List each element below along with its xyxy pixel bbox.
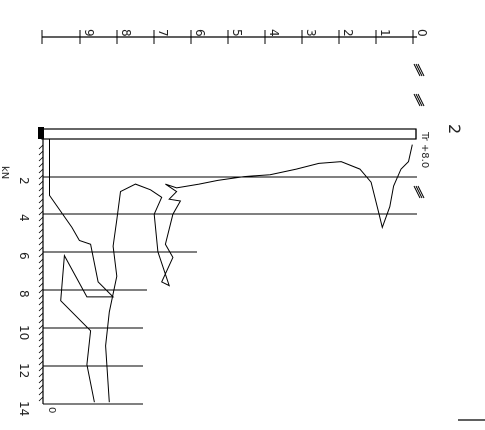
panel-label: 2 bbox=[445, 124, 464, 134]
top-scale-label-7: 7 bbox=[156, 29, 170, 37]
frame bbox=[41, 128, 417, 140]
depth-label-2: 2 bbox=[17, 177, 31, 185]
trace-left bbox=[105, 144, 413, 403]
top-scale-ticks bbox=[41, 30, 414, 44]
depth-axis-hatch bbox=[38, 144, 44, 402]
depth-label-4: 4 bbox=[17, 214, 31, 222]
depth-label-8: 8 bbox=[17, 290, 31, 298]
top-scale-label-3: 3 bbox=[304, 29, 318, 37]
depth-label-10: 10 bbox=[17, 325, 31, 340]
top-scale-label-8: 8 bbox=[119, 29, 133, 37]
top-scale-labels: 0 1 2 3 4 5 6 7 8 9 bbox=[82, 29, 429, 37]
top-scale-label-5: 5 bbox=[230, 29, 244, 37]
depth-label-12: 12 bbox=[17, 363, 31, 378]
depth-labels: 2 4 6 8 10 12 14 bbox=[17, 177, 31, 416]
depth-label-6: 6 bbox=[17, 252, 31, 260]
top-scale-label-1: 1 bbox=[378, 29, 392, 37]
trace-right bbox=[49, 139, 115, 403]
unit-label: kN bbox=[0, 166, 10, 179]
depth-label-14: 14 bbox=[17, 401, 31, 416]
depth-zero-label: 0 bbox=[46, 407, 57, 413]
marker-label: Tr +8.0 bbox=[419, 131, 430, 168]
top-scale-label-2: 2 bbox=[341, 29, 355, 37]
frame-left-block bbox=[38, 127, 44, 139]
top-scale-label-9: 9 bbox=[82, 29, 96, 37]
top-scale-label-0: 0 bbox=[415, 29, 429, 37]
top-scale-label-6: 6 bbox=[193, 29, 207, 37]
hatch-marks bbox=[413, 63, 425, 199]
top-scale-label-4: 4 bbox=[267, 29, 281, 37]
